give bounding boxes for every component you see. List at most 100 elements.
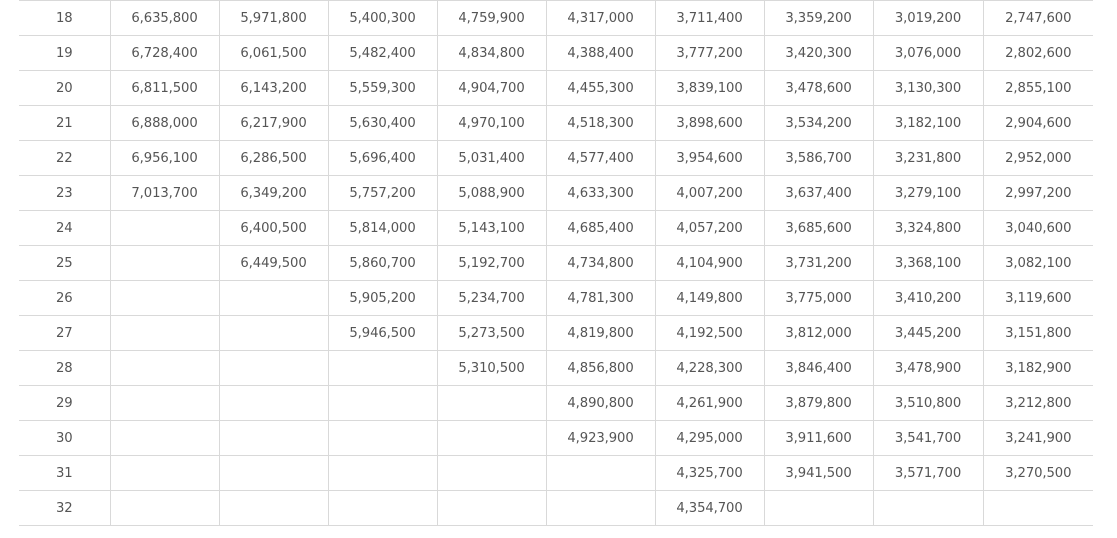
salary-cell: 3,911,600 [763,420,874,456]
grade-cell: 22 [19,140,111,176]
salary-cell: 5,860,700 [327,245,438,281]
salary-cell [218,315,329,351]
salary-cell: 3,082,100 [982,245,1093,281]
right-margin [1093,0,1117,538]
table-row: 25 6,449,500 5,860,700 5,192,700 4,734,800 4,… [19,245,1093,281]
grade-cell: 19 [19,35,111,71]
salary-cell: 4,057,200 [654,210,765,246]
table-row: 26 5,905,200 5,234,700 4,781,300 4,149,800 3,… [19,280,1093,316]
salary-cell: 5,559,300 [327,70,438,106]
salary-cell: 6,349,200 [218,175,329,211]
salary-cell: 6,956,100 [109,140,220,176]
salary-cell: 3,279,100 [872,175,984,211]
salary-cell [327,455,438,491]
grade-cell: 28 [19,350,111,386]
grade-cell: 24 [19,210,111,246]
salary-cell [109,350,220,386]
grade-cell: 29 [19,385,111,421]
salary-cell: 4,923,900 [545,420,656,456]
grade-cell: 20 [19,70,111,106]
salary-cell: 5,814,000 [327,210,438,246]
salary-cell: 3,637,400 [763,175,874,211]
salary-cell: 5,031,400 [436,140,547,176]
salary-cell: 6,217,900 [218,105,329,141]
table-row: 19 6,728,400 6,061,500 5,482,400 4,834,800 4,… [19,35,1093,71]
salary-cell: 3,941,500 [763,455,874,491]
salary-cell: 4,633,300 [545,175,656,211]
salary-cell: 3,182,100 [872,105,984,141]
salary-cell: 4,104,900 [654,245,765,281]
salary-cell: 3,151,800 [982,315,1093,351]
grade-cell: 30 [19,420,111,456]
salary-cell: 3,241,900 [982,420,1093,456]
salary-cell: 3,231,800 [872,140,984,176]
salary-cell: 3,685,600 [763,210,874,246]
salary-table: 18 6,635,800 5,971,800 5,400,300 4,759,900 4,… [19,0,1093,526]
salary-cell [109,210,220,246]
salary-cell: 3,839,100 [654,70,765,106]
salary-cell: 5,088,900 [436,175,547,211]
salary-cell [109,420,220,456]
salary-cell: 4,856,800 [545,350,656,386]
salary-cell: 3,445,200 [872,315,984,351]
salary-cell [327,385,438,421]
salary-cell: 5,234,700 [436,280,547,316]
salary-cell: 3,130,300 [872,70,984,106]
grade-cell: 26 [19,280,111,316]
salary-cell: 5,630,400 [327,105,438,141]
grade-cell: 23 [19,175,111,211]
table-row: 21 6,888,000 6,217,900 5,630,400 4,970,100 4,… [19,105,1093,141]
table-row: 27 5,946,500 5,273,500 4,819,800 4,192,500 3,… [19,315,1093,351]
salary-cell [982,490,1093,526]
salary-cell: 2,904,600 [982,105,1093,141]
salary-cell: 3,541,700 [872,420,984,456]
salary-cell [109,245,220,281]
salary-cell: 4,890,800 [545,385,656,421]
salary-cell: 5,696,400 [327,140,438,176]
salary-cell: 5,310,500 [436,350,547,386]
grade-cell: 31 [19,455,111,491]
table-row: 24 6,400,500 5,814,000 5,143,100 4,685,400 4,… [19,210,1093,246]
salary-cell: 2,802,600 [982,35,1093,71]
grade-cell: 18 [19,0,111,36]
grade-cell: 32 [19,490,111,526]
salary-cell: 3,368,100 [872,245,984,281]
salary-cell: 2,952,000 [982,140,1093,176]
salary-cell: 6,400,500 [218,210,329,246]
salary-cell: 4,007,200 [654,175,765,211]
salary-table-body: 18 6,635,800 5,971,800 5,400,300 4,759,900 4,… [19,0,1093,526]
salary-cell: 3,898,600 [654,105,765,141]
grade-cell: 27 [19,315,111,351]
salary-cell: 4,970,100 [436,105,547,141]
table-row: 30 4,923,900 4,295,000 3,911,600 3,541,700 3,… [19,420,1093,456]
table-row: 28 5,310,500 4,856,800 4,228,300 3,846,400 3,… [19,350,1093,386]
salary-cell: 2,855,100 [982,70,1093,106]
salary-cell [545,455,656,491]
salary-cell: 4,325,700 [654,455,765,491]
salary-cell: 3,731,200 [763,245,874,281]
salary-cell: 3,076,000 [872,35,984,71]
salary-cell: 7,013,700 [109,175,220,211]
salary-cell: 4,261,900 [654,385,765,421]
salary-cell: 3,019,200 [872,0,984,36]
salary-cell: 5,757,200 [327,175,438,211]
salary-cell: 3,182,900 [982,350,1093,386]
salary-cell [218,420,329,456]
salary-cell: 6,143,200 [218,70,329,106]
salary-cell [109,385,220,421]
table-row: 20 6,811,500 6,143,200 5,559,300 4,904,700 4,… [19,70,1093,106]
salary-cell: 5,946,500 [327,315,438,351]
salary-cell: 3,212,800 [982,385,1093,421]
salary-cell: 4,192,500 [654,315,765,351]
salary-cell [436,490,547,526]
table-row: 31 4,325,700 3,941,500 3,571,700 3,270,500 [19,455,1093,491]
salary-cell: 6,449,500 [218,245,329,281]
table-row: 29 4,890,800 4,261,900 3,879,800 3,510,800 3,… [19,385,1093,421]
table-row: 18 6,635,800 5,971,800 5,400,300 4,759,900 4,… [19,0,1093,36]
grade-cell: 21 [19,105,111,141]
salary-cell: 3,879,800 [763,385,874,421]
table-row: 23 7,013,700 6,349,200 5,757,200 5,088,900 4,… [19,175,1093,211]
salary-cell: 3,846,400 [763,350,874,386]
salary-cell: 3,711,400 [654,0,765,36]
salary-cell: 5,482,400 [327,35,438,71]
